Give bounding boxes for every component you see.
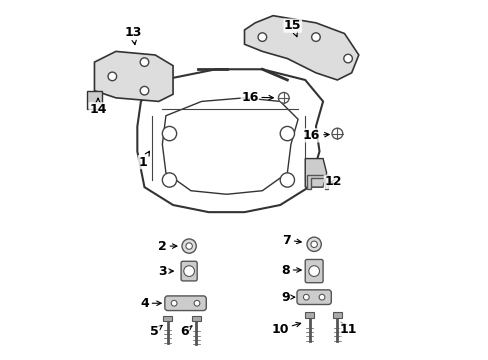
Bar [163,316,172,321]
Text: 8: 8 [281,264,301,276]
Text: 12: 12 [324,175,341,188]
Bar [305,312,313,318]
Circle shape [140,86,148,95]
Circle shape [319,294,324,300]
Bar [192,316,200,321]
Polygon shape [306,175,328,189]
Circle shape [183,266,194,276]
Text: 11: 11 [339,322,357,336]
Text: 3: 3 [158,265,173,278]
Polygon shape [87,91,102,109]
Circle shape [308,266,319,276]
Polygon shape [94,51,173,102]
Circle shape [140,58,148,66]
Polygon shape [244,16,358,80]
Circle shape [182,239,196,253]
Text: 10: 10 [271,323,300,336]
Circle shape [280,126,294,141]
Circle shape [162,126,176,141]
Text: 5: 5 [150,325,162,338]
Text: 2: 2 [158,240,177,253]
Text: 7: 7 [282,234,301,247]
Text: 1: 1 [138,151,149,168]
Circle shape [310,241,317,248]
Text: 6: 6 [180,325,192,338]
Circle shape [278,93,288,103]
FancyBboxPatch shape [181,261,197,281]
Circle shape [108,72,116,81]
Text: 4: 4 [140,297,161,310]
Text: 14: 14 [89,98,106,116]
Bar [332,312,341,318]
Circle shape [258,33,266,41]
Circle shape [343,54,352,63]
Text: 13: 13 [124,26,142,45]
Text: 9: 9 [281,291,294,304]
FancyBboxPatch shape [305,260,323,283]
Text: 16: 16 [241,91,273,104]
FancyBboxPatch shape [296,290,331,305]
Polygon shape [305,158,326,187]
Text: 15: 15 [284,19,301,37]
Circle shape [306,237,321,251]
Circle shape [331,128,342,139]
Text: 16: 16 [303,129,328,142]
Circle shape [171,300,177,306]
Circle shape [280,173,294,187]
FancyBboxPatch shape [164,296,206,311]
Circle shape [185,243,192,249]
Circle shape [194,300,200,306]
Circle shape [311,33,320,41]
Circle shape [162,173,176,187]
Circle shape [303,294,308,300]
